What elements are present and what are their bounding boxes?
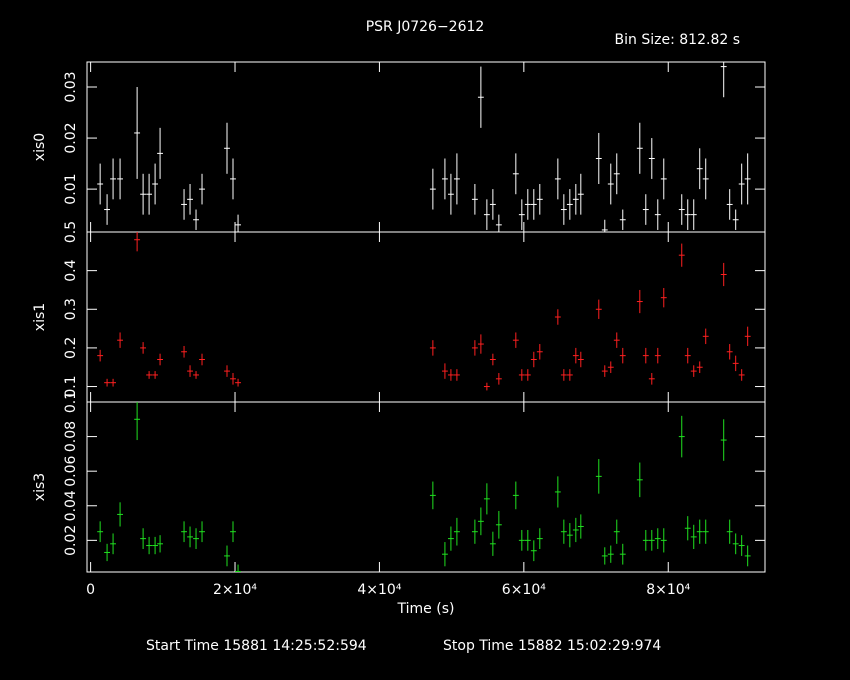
- chart-title: PSR J0726−2612: [366, 19, 485, 35]
- y-tick-label: 0.2: [63, 337, 79, 359]
- panel-frame: [86, 401, 766, 573]
- plot-area: [97, 402, 751, 572]
- start-time: Start Time 15881 14:25:52:594: [146, 638, 367, 654]
- y-tick-label: 0.1: [63, 375, 79, 397]
- y-tick-label: 0.4: [63, 259, 79, 281]
- y-axis-label: xis1: [32, 303, 48, 331]
- y-tick-label: 0.01: [63, 174, 79, 205]
- y-tick-label: 0.08: [63, 421, 79, 452]
- x-tick-label: 6×10⁴: [502, 582, 546, 598]
- x-tick-label: 4×10⁴: [357, 582, 401, 598]
- bin-size: Bin Size: 812.82 s: [615, 32, 740, 48]
- y-axis-label: xis3: [32, 473, 48, 501]
- stop-time: Stop Time 15882 15:02:29:974: [443, 638, 661, 654]
- y-axis-label: xis0: [32, 133, 48, 161]
- plot-area: [97, 232, 751, 391]
- x-tick-label: 8×10⁴: [646, 582, 690, 598]
- y-tick-label: 0.06: [63, 455, 79, 486]
- x-tick-label: 0: [86, 582, 95, 598]
- y-tick-label: 0.1: [63, 391, 79, 413]
- y-tick-label: 0.04: [63, 490, 79, 521]
- plot-area: [97, 62, 751, 232]
- y-tick-label: 0.02: [63, 122, 79, 153]
- x-axis-label: Time (s): [397, 601, 455, 617]
- y-tick-label: 0.3: [63, 298, 79, 320]
- y-tick-label: 0.02: [63, 525, 79, 556]
- y-tick-label: 0.03: [63, 71, 79, 102]
- y-tick-label: 0.5: [63, 221, 79, 243]
- x-tick-label: 2×10⁴: [213, 582, 257, 598]
